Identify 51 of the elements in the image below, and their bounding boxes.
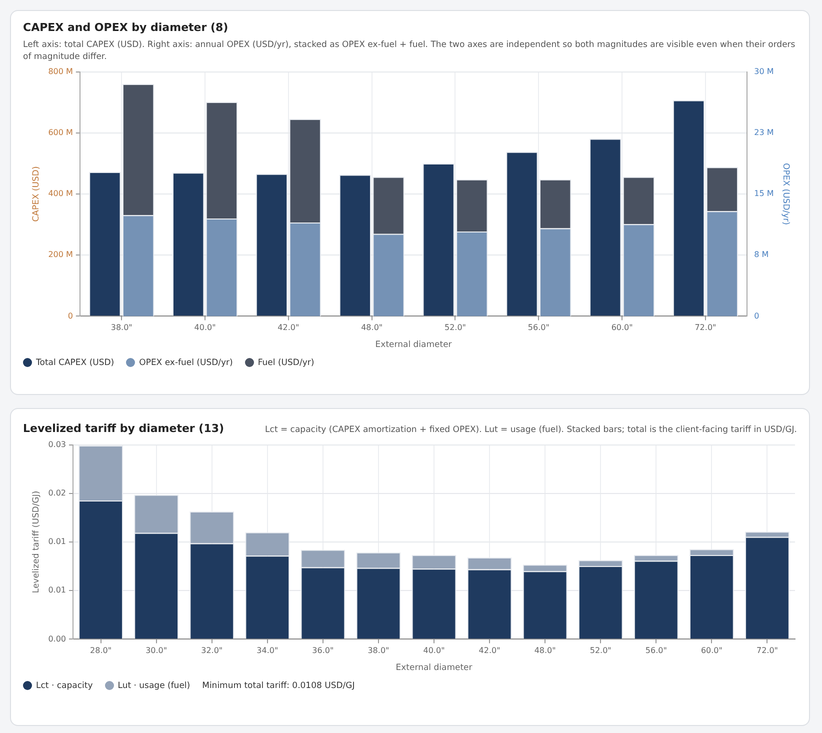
y-tick-label: 0.00 — [48, 634, 66, 644]
x-tick-label: 60.0" — [700, 646, 722, 655]
x-tick-label: 42.0" — [478, 646, 500, 655]
text: Minimum total tariff: 0.0108 USD/GJ — [202, 680, 355, 691]
x-axis-title: External diameter — [396, 662, 473, 673]
x-tick-label: 56.0" — [528, 322, 550, 332]
y-tick-label: 800 M — [48, 66, 74, 76]
x-tick-label: 72.0" — [694, 322, 716, 332]
x-tick-label: 56.0" — [645, 646, 667, 655]
chart-subtitle: Left axis: total CAPEX (USD). Right axis: annual OPEX (USD/yr), stacked as OPEX ex-fuel + fuel. The two axes are independent so both magnitudes are visible even when their orders of magnitude differ. — [23, 40, 796, 64]
y2-tick-label: 8 M — [754, 250, 769, 259]
x-tick-label: 30.0" — [146, 646, 168, 655]
x-tick-label: 52.0" — [590, 646, 612, 655]
y-tick-label: 600 M — [48, 128, 74, 137]
chart-title: Levelized tariff by diameter (13) — [23, 422, 224, 435]
y2-tick-label: 0 — [754, 311, 760, 320]
y-axis-title: CAPEX (USD) — [31, 166, 42, 222]
x-tick-label: 40.0" — [423, 646, 445, 655]
legend-label: Lut · usage (fuel) — [118, 680, 190, 691]
x-tick-label: 40.0" — [194, 322, 216, 332]
x-tick-label: 38.0" — [368, 646, 390, 655]
y-tick-label: 0.02 — [48, 488, 66, 498]
x-tick-label: 48.0" — [361, 322, 383, 332]
x-tick-label: 28.0" — [90, 646, 112, 655]
x-tick-label: 32.0" — [201, 646, 223, 655]
chart-subtitle: Lct = capacity (CAPEX amortization + fixed OPEX). Lut = usage (fuel). Stacked bars; total is the client-facing tariff in USD/GJ. — [265, 425, 797, 437]
legend-label: Total CAPEX (USD) — [36, 358, 114, 368]
legend-label: OPEX ex-fuel (USD/yr) — [139, 358, 233, 368]
x-tick-label: 52.0" — [444, 322, 466, 332]
x-tick-label: 36.0" — [312, 646, 334, 655]
y-tick-label: 200 M — [48, 250, 74, 259]
legend-label: Lct · capacity — [36, 680, 93, 691]
x-tick-label: 60.0" — [611, 322, 633, 332]
y-axis-title: Levelized tariff (USD/GJ) — [31, 490, 42, 594]
x-tick-label: 38.0" — [110, 322, 132, 332]
x-axis-title: External diameter — [375, 340, 452, 350]
y-tick-label: 0.03 — [48, 440, 66, 449]
y-tick-label: 0 — [68, 311, 73, 320]
x-tick-label: 48.0" — [534, 646, 556, 655]
x-tick-label: 34.0" — [256, 646, 278, 655]
y-tick-label: 0.01 — [48, 536, 66, 546]
x-tick-label: 42.0" — [278, 322, 300, 332]
legend-label: Fuel (USD/yr) — [258, 358, 314, 368]
y-tick-label: 0.01 — [48, 586, 66, 595]
y2-tick-label: 15 M — [754, 188, 774, 198]
y2-axis-title: OPEX (USD/yr) — [780, 162, 791, 225]
y2-tick-label: 23 M — [754, 128, 774, 137]
y-tick-label: 400 M — [48, 188, 74, 198]
chart-title: CAPEX and OPEX by diameter (8) — [23, 21, 228, 34]
y2-tick-label: 30 M — [754, 66, 774, 76]
x-tick-label: 72.0" — [756, 646, 778, 655]
